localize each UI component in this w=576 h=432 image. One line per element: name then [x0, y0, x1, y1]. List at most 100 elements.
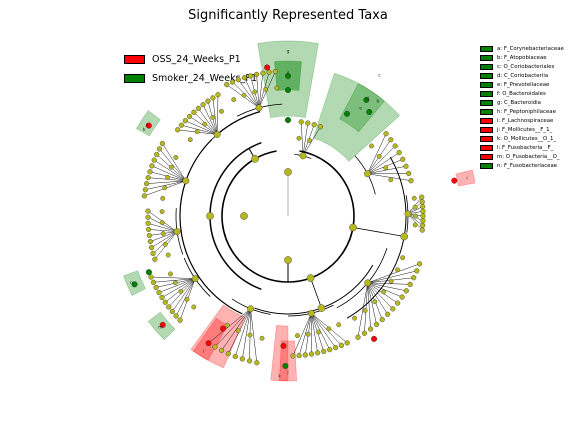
taxon-node [285, 116, 292, 123]
branch-arc [336, 248, 388, 309]
taxon-node [213, 131, 221, 138]
taxa-label: i: F_Lachnospiraceae [497, 117, 554, 124]
branch-line [352, 227, 405, 237]
taxon-node [145, 208, 151, 214]
taxon-node [349, 223, 357, 232]
taxon-node [363, 96, 370, 103]
taxa-label: g: C_Bacteroidia [497, 99, 541, 106]
taxon-node [212, 344, 218, 350]
taxon-node [305, 331, 311, 337]
branch-line [256, 74, 260, 108]
taxa-label: j: F_Mollicutes__F_1_ [497, 126, 553, 133]
clade-letter: l [203, 349, 204, 355]
branch-line [158, 278, 196, 293]
clade-letter: n [130, 281, 133, 286]
taxon-node [317, 304, 326, 312]
taxon-node [162, 299, 168, 305]
taxa-legend-item: n: F_Fusobacteriaceae [480, 161, 564, 170]
taxon-node [419, 199, 425, 205]
taxon-node [195, 105, 202, 112]
taxon-node [326, 326, 332, 332]
taxon-node [392, 143, 398, 149]
taxon-node [302, 352, 308, 358]
taxon-node [367, 326, 374, 332]
taxon-node [159, 220, 165, 225]
branch-line [367, 263, 420, 284]
branch-line [300, 121, 304, 156]
taxon-node [254, 360, 260, 366]
taxon-node [156, 146, 163, 152]
taxon-node [344, 110, 351, 117]
taxon-node [255, 104, 263, 112]
chart-title: Significantly Represented Taxa [188, 8, 388, 23]
taxa-label: m: O_Fusobacteria__O_ [497, 153, 560, 160]
taxon-node [224, 322, 230, 328]
taxon-node [241, 92, 247, 98]
branch-line [150, 231, 178, 242]
taxon-node [376, 154, 382, 159]
branch-line [202, 104, 218, 135]
taxon-node [194, 129, 200, 135]
taxon-node [247, 332, 253, 338]
taxa-legend-item: d: C_Coriobacteriia [480, 71, 564, 80]
branch-line [175, 278, 196, 317]
taxon-node [390, 306, 396, 312]
taxon-node [352, 315, 357, 321]
taxon-node [172, 280, 178, 286]
taxon-node [240, 212, 248, 220]
branch-line [250, 308, 258, 363]
taxon-node [251, 155, 259, 163]
taxon-node [168, 271, 173, 277]
taxon-node [165, 252, 171, 258]
taxon-node [408, 178, 414, 184]
branch-line [214, 308, 251, 348]
taxon-node [419, 227, 425, 233]
taxon-node [200, 102, 206, 108]
taxon-node [162, 185, 168, 191]
taxa-swatch [480, 99, 493, 106]
taxon-node [215, 92, 221, 98]
taxa-label: l: F_Fusobacteria__F_ [497, 144, 554, 151]
taxon-node [235, 77, 242, 83]
branch-line [151, 165, 186, 182]
taxon-node [219, 108, 224, 114]
taxon-node [451, 177, 458, 184]
taxa-label: a: F_Corynebacteriaceae [497, 45, 564, 52]
taxon-node [165, 174, 170, 180]
group-legend: OSS_24_Weeks_P1 Smoker_24_Weeks_P1 [124, 50, 257, 88]
clade-highlight [455, 169, 476, 187]
taxon-node [151, 157, 157, 163]
taxon-node [364, 279, 372, 287]
taxa-label: n: F_Fusobacteriaceae [497, 162, 558, 169]
taxon-node [411, 195, 417, 201]
taxon-node [407, 281, 413, 287]
taxon-node [316, 329, 322, 335]
branch-line [311, 313, 318, 353]
taxon-node [177, 317, 183, 323]
taxon-node [159, 294, 165, 301]
branch-line [161, 278, 196, 298]
taxon-node [224, 81, 230, 88]
taxon-node [205, 98, 211, 104]
clade-highlight [279, 340, 297, 382]
branch-line [367, 270, 417, 284]
taxon-node [144, 181, 150, 187]
branch-line [367, 133, 387, 174]
branch-line [258, 73, 264, 108]
taxon-node [311, 122, 317, 128]
taxa-legend-item: m: O_Fusobacteria__O_ [480, 152, 564, 161]
taxon-node [399, 294, 405, 300]
branch-line [367, 282, 371, 330]
branch-line [185, 120, 218, 135]
branch-line [235, 308, 251, 357]
taxon-node [400, 255, 406, 261]
taxon-node [412, 222, 418, 228]
taxon-node [403, 163, 409, 169]
taxon-node [344, 340, 350, 346]
branch-line [153, 278, 196, 283]
taxon-node [254, 71, 260, 78]
branch-line [311, 313, 336, 348]
taxon-node [395, 267, 400, 273]
taxa-legend-item: i: F_Lachnospiraceae [480, 116, 564, 125]
taxon-node [182, 118, 189, 124]
